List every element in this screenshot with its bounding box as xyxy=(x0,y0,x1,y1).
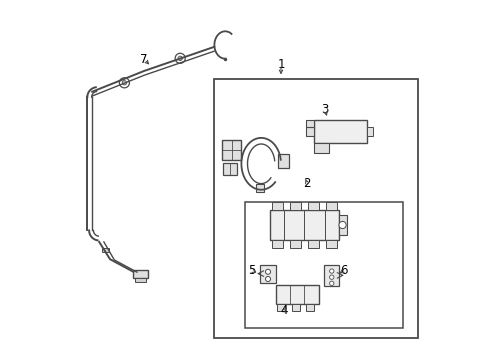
Bar xyxy=(223,163,237,175)
Bar xyxy=(367,127,373,136)
Bar xyxy=(215,79,418,338)
Bar xyxy=(245,202,403,328)
Bar xyxy=(326,240,337,248)
Bar xyxy=(135,278,146,282)
Bar xyxy=(306,304,314,311)
Bar xyxy=(261,265,275,283)
Bar xyxy=(278,154,289,168)
Bar xyxy=(306,127,314,136)
Bar xyxy=(270,210,339,240)
Text: 5: 5 xyxy=(248,264,256,277)
Bar xyxy=(271,240,283,248)
Bar xyxy=(292,304,300,311)
Bar xyxy=(324,265,339,286)
Bar xyxy=(308,240,319,248)
Circle shape xyxy=(330,275,334,279)
Bar xyxy=(314,120,367,143)
Circle shape xyxy=(330,281,334,285)
Circle shape xyxy=(330,269,334,273)
Bar xyxy=(275,285,319,304)
Circle shape xyxy=(266,269,270,274)
Bar xyxy=(306,120,314,127)
Bar xyxy=(277,304,285,311)
Text: 3: 3 xyxy=(321,103,329,116)
Circle shape xyxy=(120,78,129,88)
Bar xyxy=(102,248,109,252)
Text: 2: 2 xyxy=(303,177,311,190)
Text: 7: 7 xyxy=(141,53,148,66)
Bar xyxy=(133,270,148,278)
Bar xyxy=(290,202,301,210)
Circle shape xyxy=(178,56,182,60)
Bar xyxy=(308,202,319,210)
Bar xyxy=(326,202,337,210)
Bar xyxy=(221,140,242,160)
Circle shape xyxy=(266,276,270,282)
Bar xyxy=(339,215,346,235)
Text: 1: 1 xyxy=(277,58,285,71)
Circle shape xyxy=(122,81,126,85)
Text: 6: 6 xyxy=(340,264,347,277)
Circle shape xyxy=(175,53,185,63)
Bar xyxy=(290,240,301,248)
Bar xyxy=(314,143,329,153)
Bar xyxy=(271,202,283,210)
Circle shape xyxy=(339,221,346,229)
Bar xyxy=(256,184,265,192)
Text: 4: 4 xyxy=(280,304,288,317)
